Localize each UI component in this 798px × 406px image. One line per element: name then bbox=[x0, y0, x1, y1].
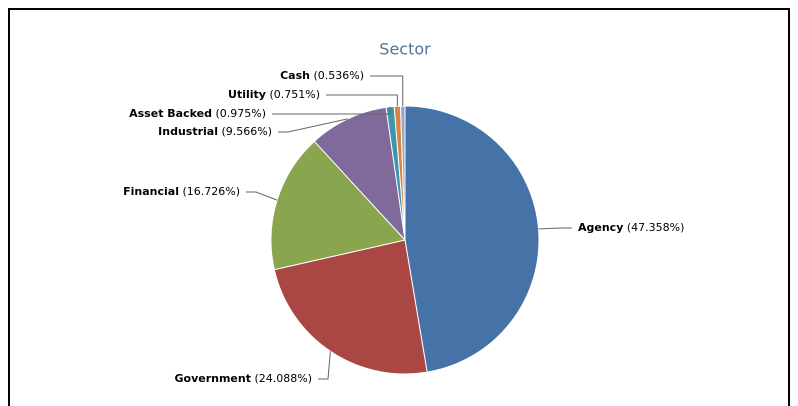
slice-label: Financial (16.726%) bbox=[123, 185, 240, 198]
connector bbox=[272, 106, 391, 115]
slice-name: Agency bbox=[578, 221, 623, 234]
pie-slice bbox=[313, 106, 406, 242]
connector bbox=[538, 227, 572, 230]
slice-name: Industrial bbox=[158, 125, 218, 138]
slice-value: (16.726%) bbox=[182, 185, 240, 198]
slice-label: Agency (47.358%) bbox=[578, 221, 684, 234]
connector bbox=[318, 351, 331, 380]
chart-title: Sector bbox=[379, 40, 431, 59]
slice-label: Asset Backed (0.975%) bbox=[129, 107, 266, 120]
slice-label: Government (24.088%) bbox=[174, 372, 312, 385]
slice-value: (0.536%) bbox=[313, 69, 364, 82]
slice-value: (24.088%) bbox=[254, 372, 312, 385]
pie-slice bbox=[399, 105, 406, 241]
connector bbox=[246, 191, 278, 201]
slice-label: Industrial (9.566%) bbox=[158, 125, 272, 138]
slice-name: Utility bbox=[228, 88, 266, 101]
slice-label: Utility (0.751%) bbox=[228, 88, 320, 101]
slice-value: (9.566%) bbox=[221, 125, 272, 138]
pie-slice bbox=[270, 140, 406, 271]
slice-value: (0.751%) bbox=[269, 88, 320, 101]
connector bbox=[326, 94, 398, 107]
slice-name: Asset Backed bbox=[129, 107, 212, 120]
slice-name: Financial bbox=[123, 185, 179, 198]
slice-name: Government bbox=[174, 372, 250, 385]
slice-label: Cash (0.536%) bbox=[280, 69, 364, 82]
slice-value: (47.358%) bbox=[627, 221, 685, 234]
slice-value: (0.975%) bbox=[215, 107, 266, 120]
connector bbox=[370, 75, 404, 107]
connector bbox=[278, 118, 348, 133]
slice-name: Cash bbox=[280, 69, 310, 82]
